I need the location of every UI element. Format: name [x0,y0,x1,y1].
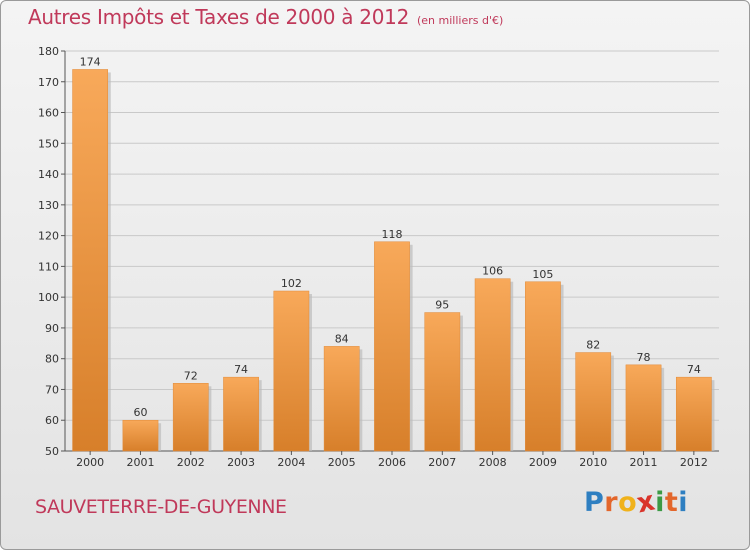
bar-2012 [675,376,712,452]
value-label-2006: 118 [382,228,403,241]
y-tick-label: 110 [38,260,59,273]
y-tick-label: 130 [38,199,59,212]
logo-letter: t [664,487,679,518]
bar-2011 [625,364,662,452]
chart-title-block: Autres Impôts et Taxes de 2000 à 2012 (en… [28,5,503,29]
x-tick-label-2009: 2009 [529,456,557,469]
y-tick-label: 140 [38,168,59,181]
value-label-2005: 84 [335,332,349,345]
chart-title: Autres Impôts et Taxes de 2000 à 2012 [28,5,409,29]
x-tick-label-2002: 2002 [177,456,205,469]
logo-letter: i [655,487,665,518]
value-label-2008: 106 [482,265,503,278]
bar-2010 [575,352,612,452]
bar-2001 [122,419,159,452]
proxiti-logo: Proxiti [584,485,689,519]
bar-2002 [172,383,209,452]
bar-2006 [374,241,410,452]
value-label-2003: 74 [234,363,248,376]
chart-subtitle: (en milliers d'€) [417,14,504,27]
logo-letter: i [678,487,689,518]
value-label-2000: 174 [80,55,101,68]
y-tick-label: 80 [45,353,59,366]
bar-2007 [424,312,461,452]
y-tick-label: 150 [38,137,59,150]
logo-letter: P [584,487,605,518]
y-tick-label: 100 [38,291,59,304]
value-label-2001: 60 [133,406,147,419]
x-tick-label-2000: 2000 [76,456,104,469]
x-tick-label-2012: 2012 [680,456,708,469]
bars [72,69,715,452]
logo-letter: r [604,487,619,518]
y-tick-label: 70 [45,383,59,396]
value-label-2007: 95 [435,299,449,312]
x-tick-label-2007: 2007 [428,456,456,469]
commune-name: SAUVETERRE-DE-GUYENNE [35,496,287,518]
value-label-2012: 74 [687,363,701,376]
value-labels: 174 60 72 74 102 84 118 95 106 105 82 78 74 [80,55,701,419]
x-axis-ticks: 2000 2001 2002 2003 2004 2005 2006 2007 2008 2009… [76,451,708,469]
y-tick-label: 120 [38,230,59,243]
x-tick-label-2004: 2004 [277,456,305,469]
y-tick-label: 180 [38,45,59,58]
y-tick-label: 160 [38,107,59,120]
bar-2004 [273,290,310,452]
value-label-2002: 72 [184,369,198,382]
x-tick-label-2005: 2005 [328,456,356,469]
x-tick-label-2003: 2003 [227,456,255,469]
y-tick-label: 60 [45,414,59,427]
bar-2003 [223,376,259,452]
y-tick-label: 50 [45,445,59,458]
y-tick-label: 90 [45,322,59,335]
y-axis-ticks: 50 60 70 80 90 100 110 120 130 140 150 160 170 180 [38,45,65,458]
bar-2009 [525,281,561,452]
bar-2000 [72,69,109,452]
value-label-2009: 105 [532,268,553,281]
x-tick-label-2010: 2010 [579,456,607,469]
x-tick-label-2001: 2001 [126,456,154,469]
x-tick-label-2006: 2006 [378,456,406,469]
value-label-2011: 78 [637,351,651,364]
y-tick-label: 170 [38,76,59,89]
logo-letter: o [618,487,638,518]
value-label-2010: 82 [586,339,600,352]
bar-2008 [474,278,511,452]
x-tick-label-2008: 2008 [479,456,507,469]
x-tick-label-2011: 2011 [630,456,658,469]
bar-2005 [323,346,360,452]
value-label-2004: 102 [281,277,302,290]
